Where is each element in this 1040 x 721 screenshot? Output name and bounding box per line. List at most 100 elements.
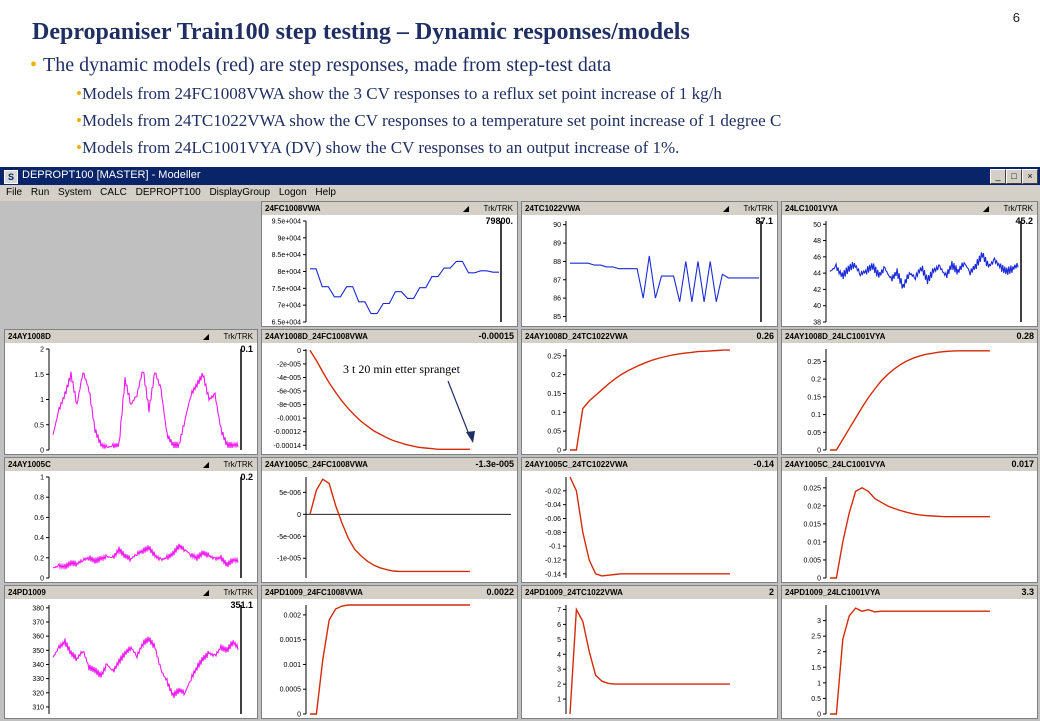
trend-line [570,255,759,302]
plot-panel[interactable]: 0.2 24AY1005C ◢ Trk/TRK 1 0.8 0.6 0.4 0.2 0 [4,457,258,583]
close-button[interactable]: × [1022,169,1038,184]
bullet-dot-icon: • [76,111,82,130]
menu-system[interactable]: System [58,187,92,198]
y-tick-label: 7.5e+004 [272,286,301,293]
menu-logon[interactable]: Logon [278,187,307,198]
trk-button[interactable]: Trk/TRK [1003,204,1033,213]
y-tick-label: 0.6 [34,515,44,522]
y-tick-label: 48 [813,238,821,245]
plot-area: 9.5e+004 9e+004 8.5e+004 8e+004 7.5e+004 7e+0… [272,219,502,327]
maximize-button[interactable]: □ [1006,169,1022,184]
sub-bullet: •Models from 24FC1008VWA show the 3 CV r… [76,84,722,104]
y-tick-label: 310 [32,704,44,711]
y-tick-label: 9e+004 [277,235,301,242]
panel-header: 24LC1001VYA ◢ Trk/TRK [782,202,1037,215]
trend-line [52,543,239,571]
y-tick-label: 6.5e+004 [272,320,301,327]
y-tick-label: 0 [297,712,301,719]
plot-panel[interactable]: 24PD1009_24TC1022VWA 2 7 6 5 4 3 2 1 [521,585,778,719]
y-tick-label: 0 [817,712,821,719]
trk-button[interactable]: Trk/TRK [223,588,253,597]
plot-panel[interactable]: 24AY1005C_24TC1022VWA -0.14 -0.02 -0.04 -0.0… [521,457,778,583]
plot-panel[interactable]: 45.2 24LC1001VYA ◢ Trk/TRK 50 48 46 44 42 40 38 [781,201,1038,327]
y-tick-label: 1 [557,697,561,704]
plot-area: 0.25 0.2 0.15 0.1 0.05 0 [807,349,990,454]
menu-displaygroup[interactable]: DisplayGroup [209,187,271,198]
y-tick-label: 3 [557,667,561,674]
window-titlebar[interactable]: S DEPROPT100 [MASTER] - Modeller _ □ × [0,167,1040,185]
y-tick-label: 320 [32,690,44,697]
plot-panel[interactable]: 87.1 24TC1022VWA ◢ Trk/TRK 90 89 88 87 86 85 [521,201,778,327]
panel-name: 24AY1005C_24TC1022VWA [525,460,628,469]
y-tick-label: 0.4 [34,535,44,542]
menu-run[interactable]: Run [30,187,50,198]
plot-panel[interactable]: 24AY1008D_24FC1008VWA -0.00015 0 -2e-005 -4e… [261,329,518,455]
y-tick-label: -0.1 [549,544,561,551]
y-tick-label: 1 [817,680,821,687]
scale-tool-icon[interactable]: ◢ [202,460,209,469]
y-tick-label: -5e-006 [277,534,301,541]
sub-bullet: •Models from 24LC1001VYA (DV) show the C… [76,138,679,158]
y-tick-label: 380 [32,605,44,612]
scale-tool-icon[interactable]: ◢ [202,588,209,597]
model-step-response-line [309,350,470,450]
panel-name: 24TC1022VWA [525,204,581,213]
plot-panel[interactable]: 24AY1008D_24TC1022VWA 0.26 0.25 0.2 0.15 0.1 0… [521,329,778,455]
y-tick-label: 0.002 [283,612,301,619]
plot-panel[interactable]: 351.124PD1009◢Trk/TRK3803703603503403303… [4,585,258,719]
y-tick-label: 1 [40,475,44,482]
sub-bullet: •Models from 24TC1022VWA show the CV res… [76,111,781,131]
bullet-dot-icon: • [76,138,82,157]
scale-tool-icon[interactable]: ◢ [202,332,209,341]
current-value: 87.1 [755,216,773,226]
y-tick-label: 0 [297,512,301,519]
y-tick-label: 2 [817,649,821,656]
trk-button[interactable]: Trk/TRK [483,204,513,213]
plot-panel[interactable]: 24PD1009_24FC1008VWA 0.0022 0.002 0.0015 0.0… [261,585,518,719]
plot-panel[interactable]: 24AY1005C_24LC1001VYA 0.017 0.025 0.02 0.015… [781,457,1038,583]
y-tick-label: 0.015 [803,521,821,528]
panel-header: 24AY1008D_24LC1001VYA 0.28 [782,330,1037,343]
plot-panel[interactable]: 24AY1005C_24FC1008VWA -1.3e-005 5e-006 0 -5e… [261,457,518,583]
menu-help[interactable]: Help [315,187,336,198]
panel-header: 24FC1008VWA ◢ Trk/TRK [262,202,517,215]
plot-panel[interactable]: 24AY1008D_24LC1001VYA 0.28 0.25 0.2 0.15 0.1 0… [781,329,1038,455]
plot-panel[interactable]: 79800. 24FC1008VWA ◢ Trk/TRK 9.5e+004 9e+004 8… [261,201,518,327]
plot-panel[interactable]: 0.1 24AY1008D ◢ Trk/TRK 2 1.5 1 0.5 0 [4,329,258,455]
menu-file[interactable]: File [6,187,23,198]
trk-button[interactable]: Trk/TRK [223,332,253,341]
trk-button[interactable]: Trk/TRK [743,204,773,213]
model-gain-value: 2 [768,587,774,597]
panel-header: 24PD1009_24TC1022VWA 2 [522,586,777,599]
plot-area: 380 370 360 350 340 330 320 310 [32,605,242,714]
panel-name: 24AY1005C_24LC1001VYA [785,460,886,469]
y-tick-label: 1.5 [34,372,44,379]
y-tick-label: 4 [557,652,561,659]
model-step-response-line [309,478,470,573]
y-tick-label: -0.02 [545,488,561,495]
slide-header: 6 Depropaniser Train100 step testing – D… [0,0,1040,160]
y-tick-label: 38 [813,320,821,327]
y-tick-label: 0 [40,448,44,455]
menu-calc[interactable]: CALC [100,187,127,198]
trk-button[interactable]: Trk/TRK [223,460,253,469]
y-tick-label: 0.15 [547,391,561,398]
annotation-label: 3 t 20 min etter spranget [340,362,463,377]
scale-tool-icon[interactable]: ◢ [722,204,729,213]
menu-depropt100[interactable]: DEPROPT100 [135,187,201,198]
scale-tool-icon[interactable]: ◢ [982,204,989,213]
app-icon[interactable]: S [4,170,18,184]
window-title: DEPROPT100 [MASTER] - Modeller [22,169,201,181]
scale-tool-icon[interactable]: ◢ [462,204,469,213]
y-tick-label: 0.25 [807,359,821,366]
y-tick-label: 0.1 [551,410,561,417]
y-tick-label: -0.14 [545,571,561,578]
plot-area: 50 48 46 44 42 40 38 [813,221,1022,327]
y-tick-label: 44 [813,271,821,278]
model-step-response-line [310,604,470,715]
plot-area: 1 0.8 0.6 0.4 0.2 0 [34,475,242,582]
minimize-button[interactable]: _ [990,169,1006,184]
plot-panel[interactable]: 24PD1009_24LC1001VYA 3.3 3 2.5 2 1.5 1 0.5 0 [781,585,1038,719]
y-tick-label: 2.5 [811,634,821,641]
panel-header: 24TC1022VWA ◢ Trk/TRK [522,202,777,215]
